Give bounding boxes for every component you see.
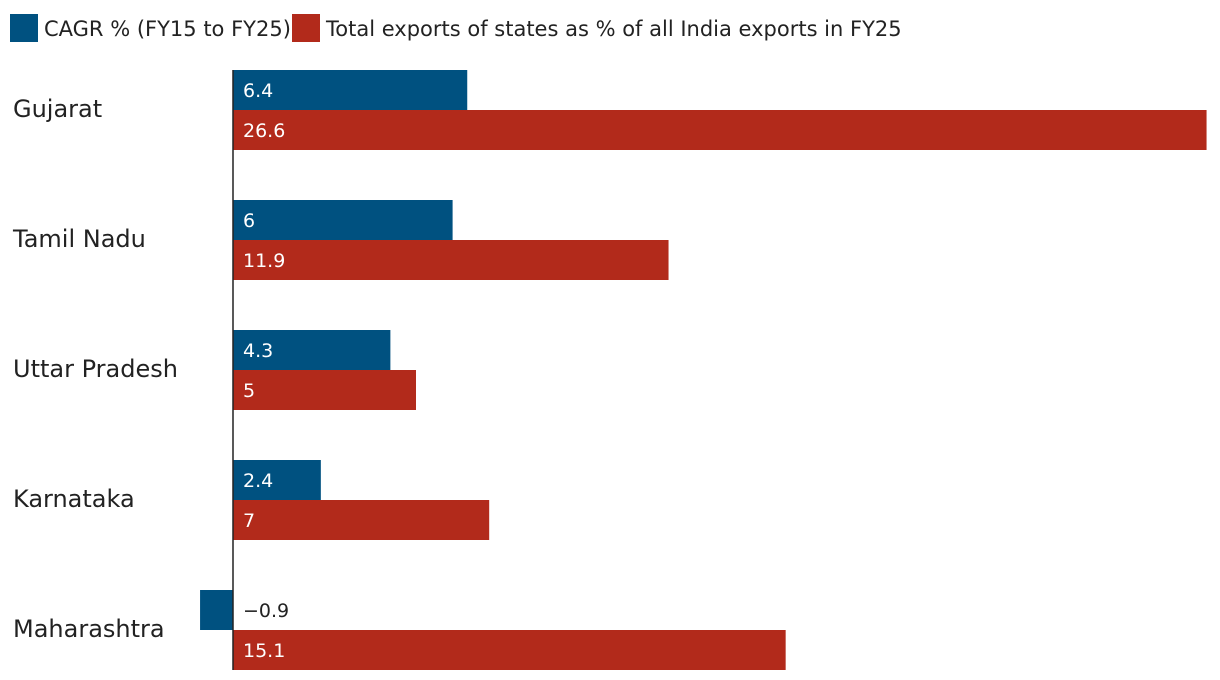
- value-label-series-1: 4.3: [243, 340, 273, 362]
- value-label-series-1: 2.4: [243, 470, 273, 492]
- bar-series-2: [233, 110, 1207, 150]
- category-label: Maharashtra: [13, 615, 165, 643]
- bar-series-2: [233, 630, 786, 670]
- category-label: Gujarat: [13, 95, 102, 123]
- legend-swatch-1: [10, 14, 38, 42]
- bar-series-1: [233, 460, 321, 500]
- value-label-series-1: −0.9: [243, 600, 289, 622]
- bar-series-2: [233, 500, 490, 540]
- bar-series-2: [233, 240, 669, 280]
- category-label: Tamil Nadu: [12, 225, 146, 253]
- legend-swatch-2: [292, 14, 320, 42]
- legend-label-2: Total exports of states as % of all Indi…: [325, 17, 902, 41]
- bar-series-1: [200, 590, 233, 630]
- value-label-series-2: 11.9: [243, 250, 285, 272]
- value-label-series-2: 7: [243, 510, 255, 532]
- legend-label-1: CAGR % (FY15 to FY25): [44, 17, 291, 41]
- bar-series-1: [233, 330, 391, 370]
- legend: CAGR % (FY15 to FY25) Total exports of st…: [10, 14, 902, 42]
- category-label: Karnataka: [13, 485, 135, 513]
- value-labels: 6.4 6 4.3 2.4 −0.9 26.6 11.9 5 7 15.1: [243, 80, 289, 662]
- category-labels: Gujarat Tamil Nadu Uttar Pradesh Karnataka M…: [12, 95, 178, 643]
- bar-series-2: [233, 370, 416, 410]
- bars: [200, 70, 1207, 670]
- value-label-series-1: 6: [243, 210, 255, 232]
- value-label-series-2: 5: [243, 380, 255, 402]
- value-label-series-2: 15.1: [243, 640, 285, 662]
- category-label: Uttar Pradesh: [13, 355, 178, 383]
- value-label-series-2: 26.6: [243, 120, 285, 142]
- bar-series-1: [233, 70, 468, 110]
- value-label-series-1: 6.4: [243, 80, 273, 102]
- bar-series-1: [233, 200, 453, 240]
